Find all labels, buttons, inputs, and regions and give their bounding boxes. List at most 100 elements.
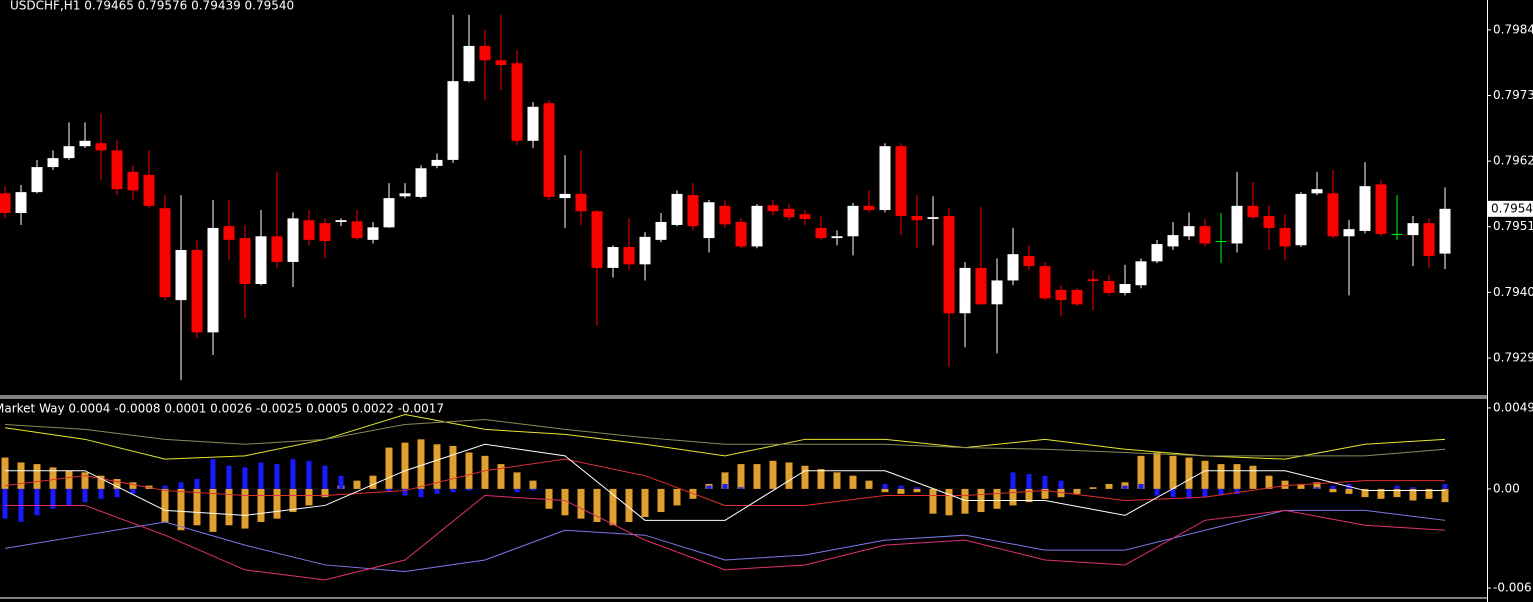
histogram-bar [1410,487,1416,489]
indicator-line [4,509,1446,573]
candle-body [63,146,75,159]
y-tick-label: 0.0049 [1493,400,1533,414]
candle-body [127,171,139,191]
histogram-bar [113,478,121,489]
candle-body [367,227,379,240]
candle-body [1439,208,1451,254]
candle-body [991,280,1003,305]
candle-body [31,167,43,193]
candle-body [351,221,363,239]
histogram-bar [1010,472,1016,489]
histogram-bar [945,488,953,516]
candle-body [399,193,411,197]
histogram-bar [1361,488,1369,498]
candle-body [1311,189,1323,194]
y-tick-label: 0.7962 [1493,154,1533,168]
candle-body [1327,193,1339,237]
candle-body [815,227,827,239]
histogram-bar [1025,488,1033,503]
candle-body [1375,184,1387,234]
histogram-bar [386,488,392,493]
histogram-bar [1394,485,1400,489]
histogram-bar [466,488,472,491]
candle-body [1183,226,1195,237]
candle-body [943,215,955,314]
candle-body [591,211,603,268]
histogram-bar [993,488,1001,509]
histogram-bar [306,460,312,489]
histogram-bar [865,480,873,489]
histogram-bar [706,485,712,489]
histogram-bar [673,488,681,506]
candle-body [303,220,315,240]
candle-body [223,226,235,240]
histogram-bar [1218,488,1224,496]
price-marker-label: 0.79540 [1491,201,1533,215]
histogram-bar [961,488,969,514]
candle-body [15,192,27,214]
histogram-bar [577,488,585,519]
candle-body [607,247,619,268]
candle-body [191,250,203,333]
candle-body [975,267,987,305]
histogram-bar [322,465,328,489]
histogram-bar [1393,488,1401,498]
histogram-bar [1026,474,1032,489]
histogram-bar [66,488,72,506]
histogram-bar [338,475,344,489]
histogram-bar [449,445,457,489]
histogram-bar [897,488,905,494]
histogram-bar [1137,455,1145,489]
histogram-bar [849,475,857,489]
candle-body [767,205,779,212]
candle-body [335,220,347,222]
candle-body [319,223,331,242]
histogram-bar [82,488,88,503]
histogram-bar [290,459,296,489]
histogram-bar [1265,475,1273,489]
y-tick-label: 0.7973 [1493,88,1533,102]
histogram-bar [49,467,57,489]
histogram-bar [530,488,536,491]
candle-body [799,214,811,219]
histogram-bar [769,460,777,489]
candle-body [159,208,171,298]
candle-body [1407,223,1419,236]
candle-body [175,250,187,301]
candle-body [111,150,123,190]
y-tick-label: 0.00 [1493,481,1520,495]
candle-body [639,236,651,265]
histogram-bar [2,488,8,519]
candle-body [1359,186,1371,231]
histogram-bar [401,442,409,489]
histogram-bar [1281,480,1289,489]
histogram-bar [1233,464,1241,489]
histogram-bar [402,488,408,496]
histogram-bar [226,465,232,489]
candle-body [1055,289,1067,301]
candle-body [863,205,875,211]
histogram-bar [833,472,841,489]
histogram-bar [417,439,425,489]
candle-body [1119,284,1131,293]
candle-body [239,238,251,285]
histogram-bar [1217,464,1225,489]
histogram-bar [242,467,248,489]
histogram-bar [738,487,744,489]
candle-body [1071,289,1083,305]
histogram-bar [98,488,104,499]
y-tick-label: 0.7951 [1493,219,1533,233]
candle-body [511,63,523,141]
histogram-bar [1313,482,1321,489]
histogram-bar [1249,465,1257,489]
histogram-bar [161,488,169,522]
candle-body [1247,205,1259,218]
histogram-bar [210,459,216,489]
histogram-bar [1314,487,1320,489]
histogram-bar [625,488,633,522]
candle-body [847,205,859,237]
histogram-bar [481,455,489,489]
histogram-bar [257,488,265,522]
candle-body [911,215,923,221]
candle-body [671,193,683,225]
